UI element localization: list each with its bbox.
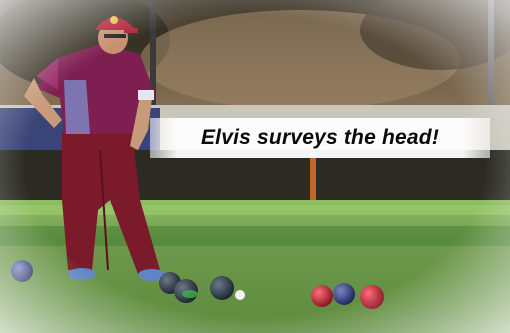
photo-caption: Elvis surveys the head!	[200, 126, 440, 149]
caption-band: Elvis surveys the head!	[150, 118, 490, 158]
